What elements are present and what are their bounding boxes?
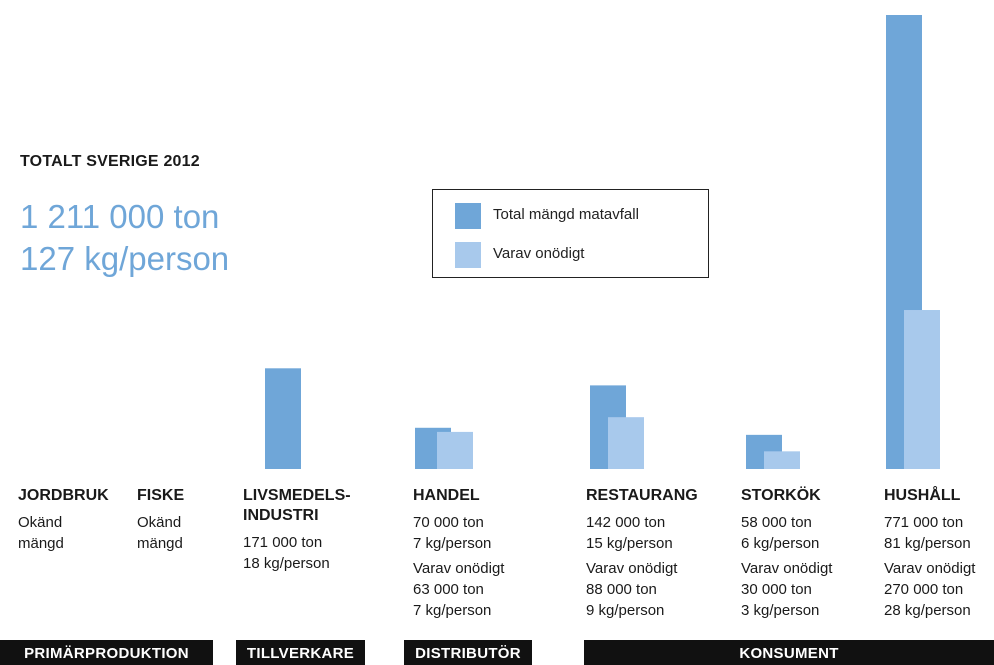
legend-label-total: Total mängd matavfall [493, 206, 639, 223]
column-unnecessary-value: 9 kg/person [586, 602, 665, 619]
column-unnecessary-value: 7 kg/person [413, 602, 492, 619]
bar-total-livsmedelsindustri [265, 368, 301, 469]
summary-title: TOTALT SVERIGE 2012 [20, 153, 200, 170]
bar-unnecessary-handel [437, 431, 473, 469]
column-4: RESTAURANG 142 000 ton 15 kg/person Varav o… [586, 486, 698, 621]
column-unnecessary-value: 88 000 ton [586, 581, 657, 598]
column-value: mängd [18, 535, 64, 552]
stage-1: TILLVERKARE [236, 640, 365, 665]
column-value: 70 000 ton [413, 514, 484, 531]
column-5: STORKÖK 58 000 ton 6 kg/person Varav onödig… [741, 486, 832, 621]
column-unnecessary-value: 270 000 ton [884, 581, 964, 598]
legend-label-unnecessary: Varav onödigt [493, 245, 585, 262]
column-1: FISKE Okänd mängd [137, 486, 184, 554]
column-heading: FISKE [137, 487, 185, 504]
stage-0: PRIMÄRPRODUKTION [0, 640, 213, 665]
column-unnecessary-value: Varav onödigt [413, 560, 505, 577]
column-value: Okänd [137, 514, 182, 531]
column-heading: RESTAURANG [586, 487, 698, 504]
column-value: 171 000 ton [243, 534, 323, 551]
summary-total-ton: 1 211 000 ton [20, 198, 220, 235]
column-6: HUSHÅLL 771 000 ton 81 kg/person Varav onöd… [884, 486, 975, 621]
column-heading: STORKÖK [741, 487, 821, 504]
column-value: 58 000 ton [741, 514, 812, 531]
stage-3: KONSUMENT [584, 640, 994, 665]
legend-swatch-unnecessary [455, 242, 481, 268]
column-heading: JORDBRUK [18, 487, 109, 504]
waste-bar-chart [265, 15, 940, 469]
column-unnecessary-value: 30 000 ton [741, 581, 812, 598]
stage-2: DISTRIBUTÖR [404, 640, 532, 665]
column-value: 7 kg/person [413, 535, 492, 552]
column-0: JORDBRUK Okänd mängd [18, 486, 109, 554]
column-value: 81 kg/person [884, 535, 971, 552]
column-heading: HUSHÅLL [884, 487, 961, 504]
column-value: 142 000 ton [586, 514, 666, 531]
column-unnecessary-value: Varav onödigt [884, 560, 976, 577]
column-3: HANDEL 70 000 ton 7 kg/person Varav onödigt… [413, 486, 504, 621]
column-unnecessary-value: Varav onödigt [741, 560, 833, 577]
summary-per-person: 127 kg/person [20, 240, 230, 277]
column-value: mängd [137, 535, 183, 552]
bar-unnecessary-restaurang [608, 417, 644, 469]
bar-unnecessary-storkök [764, 451, 800, 469]
column-value: 771 000 ton [884, 514, 964, 531]
column-value: Okänd [18, 514, 63, 531]
column-heading: LIVSMEDELS- [243, 487, 351, 504]
bar-unnecessary-hushåll [904, 310, 940, 469]
column-2: LIVSMEDELS- INDUSTRI 171 000 ton 18 kg/pers… [243, 486, 351, 574]
column-unnecessary-value: 3 kg/person [741, 602, 820, 619]
legend: Total mängd matavfall Varav onödigt [432, 189, 709, 278]
column-unnecessary-value: 63 000 ton [413, 581, 484, 598]
legend-swatch-total [455, 203, 481, 229]
column-value: 15 kg/person [586, 535, 673, 552]
column-value: 18 kg/person [243, 555, 330, 572]
column-heading: INDUSTRI [243, 507, 319, 524]
column-unnecessary-value: 28 kg/person [884, 602, 971, 619]
column-unnecessary-value: Varav onödigt [586, 560, 678, 577]
column-heading: HANDEL [413, 487, 480, 504]
column-value: 6 kg/person [741, 535, 820, 552]
